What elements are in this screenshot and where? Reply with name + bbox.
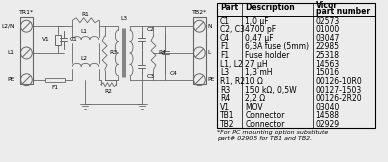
Text: R3: R3 bbox=[109, 51, 118, 55]
Text: TB2*: TB2* bbox=[192, 10, 207, 15]
Text: 03040: 03040 bbox=[316, 103, 340, 112]
Text: *For PC mounting option substitute
part# 02905 for TB1 and TB2.: *For PC mounting option substitute part#… bbox=[217, 130, 328, 141]
Text: 0,47 μF: 0,47 μF bbox=[245, 34, 274, 43]
Text: PE: PE bbox=[7, 77, 15, 82]
Text: 27 μH: 27 μH bbox=[245, 60, 268, 69]
Text: L3: L3 bbox=[220, 68, 229, 77]
Text: R1, R2: R1, R2 bbox=[220, 77, 245, 86]
Text: C4: C4 bbox=[220, 34, 230, 43]
Text: C2, C3: C2, C3 bbox=[220, 25, 245, 34]
Text: L: L bbox=[207, 51, 210, 55]
Bar bbox=[192, 17, 206, 84]
Text: TB2: TB2 bbox=[220, 120, 234, 129]
Text: 1,0 μF: 1,0 μF bbox=[245, 17, 269, 26]
Text: PE: PE bbox=[207, 77, 215, 82]
Text: Part: Part bbox=[220, 3, 238, 12]
Text: 22985: 22985 bbox=[316, 42, 340, 52]
Text: C4: C4 bbox=[170, 71, 178, 76]
Text: 00126-2R20: 00126-2R20 bbox=[316, 94, 362, 103]
Text: C1: C1 bbox=[69, 37, 77, 42]
Text: R2: R2 bbox=[105, 89, 113, 94]
Text: 25318: 25318 bbox=[316, 51, 340, 60]
Text: 14563: 14563 bbox=[316, 60, 340, 69]
Text: F1: F1 bbox=[220, 42, 229, 52]
Bar bbox=[217, 3, 375, 128]
Text: 02573: 02573 bbox=[316, 17, 340, 26]
Text: Fuse holder: Fuse holder bbox=[245, 51, 290, 60]
Text: 01000: 01000 bbox=[316, 25, 340, 34]
Text: part number: part number bbox=[316, 7, 370, 16]
Text: 1,3 mH: 1,3 mH bbox=[245, 68, 273, 77]
Text: L2: L2 bbox=[80, 56, 87, 61]
Text: Vicor: Vicor bbox=[316, 1, 338, 10]
Text: L3: L3 bbox=[121, 16, 128, 21]
Bar bbox=[20, 17, 33, 84]
Text: Description: Description bbox=[245, 3, 295, 12]
Text: 02929: 02929 bbox=[316, 120, 340, 129]
Text: L1, L2: L1, L2 bbox=[220, 60, 242, 69]
Text: 14588: 14588 bbox=[316, 111, 340, 121]
Bar bbox=[55, 35, 61, 45]
Text: 6,3A fuse (5mm): 6,3A fuse (5mm) bbox=[245, 42, 309, 52]
Text: Connector: Connector bbox=[245, 120, 285, 129]
Text: MOV: MOV bbox=[245, 103, 263, 112]
Text: 03047: 03047 bbox=[316, 34, 340, 43]
Text: 00126-10R0: 00126-10R0 bbox=[316, 77, 362, 86]
Text: C2: C2 bbox=[147, 27, 154, 32]
Text: F1: F1 bbox=[52, 85, 59, 90]
Text: F1: F1 bbox=[220, 51, 229, 60]
Text: 10 Ω: 10 Ω bbox=[245, 77, 263, 86]
Text: L2/N: L2/N bbox=[1, 24, 15, 29]
Bar bbox=[45, 78, 65, 82]
Text: 00127-1503: 00127-1503 bbox=[316, 86, 362, 95]
Text: 2,2 Ω: 2,2 Ω bbox=[245, 94, 265, 103]
Text: 15016: 15016 bbox=[316, 68, 340, 77]
Text: N: N bbox=[207, 24, 212, 29]
Text: L1: L1 bbox=[80, 29, 87, 34]
Text: TB1: TB1 bbox=[220, 111, 234, 121]
Text: C3: C3 bbox=[147, 74, 154, 79]
Text: R4: R4 bbox=[220, 94, 230, 103]
Text: TR1*: TR1* bbox=[19, 10, 34, 15]
Text: L1: L1 bbox=[8, 51, 15, 55]
Text: R4: R4 bbox=[158, 51, 166, 55]
Text: C1: C1 bbox=[220, 17, 230, 26]
Text: V1: V1 bbox=[42, 37, 50, 42]
Text: V1: V1 bbox=[220, 103, 230, 112]
Text: 150 kΩ, 0,5W: 150 kΩ, 0,5W bbox=[245, 86, 297, 95]
Text: R3: R3 bbox=[220, 86, 230, 95]
Text: R1: R1 bbox=[82, 12, 90, 17]
Text: 4700 pF: 4700 pF bbox=[245, 25, 277, 34]
Text: Connector: Connector bbox=[245, 111, 285, 121]
